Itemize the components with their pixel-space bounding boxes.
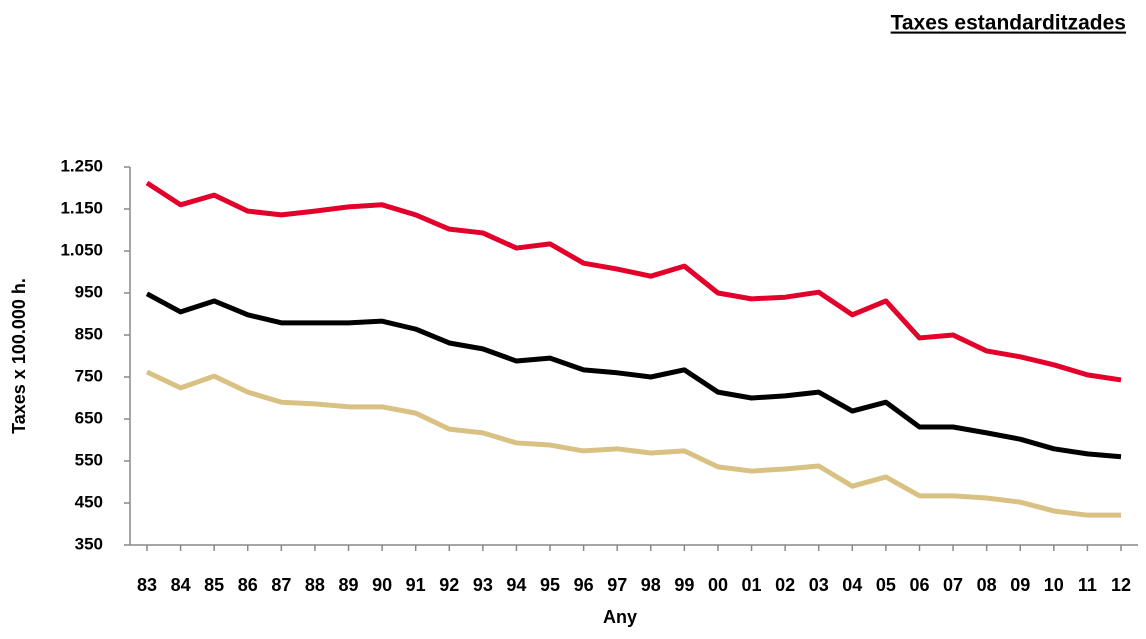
x-tick-label: 86 (238, 575, 258, 595)
y-tick-label: 350 (75, 534, 103, 553)
x-tick-label: 92 (439, 575, 459, 595)
x-tick-label: 90 (372, 575, 392, 595)
y-tick-label: 950 (75, 282, 103, 301)
x-tick-label: 83 (137, 575, 157, 595)
y-tick-label: 550 (75, 450, 103, 469)
chart-title: Taxes estandarditzades (891, 12, 1126, 35)
y-axis-label: Taxes x 100.000 h. (9, 278, 29, 434)
x-tick-label: 10 (1044, 575, 1064, 595)
x-tick-label: 08 (977, 575, 997, 595)
x-tick-label: 98 (641, 575, 661, 595)
line-series (145, 291, 1122, 460)
x-tick-label: 91 (406, 575, 426, 595)
x-tick-label: 00 (708, 575, 728, 595)
y-tick-label: 750 (75, 366, 103, 385)
x-tick-label: 12 (1111, 575, 1131, 595)
y-tick-label: 1.050 (60, 240, 103, 259)
y-tick-label: 1.250 (60, 156, 103, 175)
line-series (145, 369, 1121, 518)
x-tick-label: 87 (271, 575, 291, 595)
x-tick-label: 85 (204, 575, 224, 595)
x-tick-label: 99 (674, 575, 694, 595)
line-series (145, 180, 1122, 383)
x-tick-label: 11 (1078, 575, 1097, 595)
x-tick-label: 09 (1010, 575, 1030, 595)
y-tick-label: 650 (75, 408, 103, 427)
x-tick-label: 04 (842, 575, 862, 595)
x-tick-label: 97 (607, 575, 627, 595)
x-tick-label: 96 (574, 575, 594, 595)
x-tick-label: 06 (909, 575, 929, 595)
y-tick-label: 450 (75, 492, 103, 511)
x-tick-label: 01 (742, 575, 762, 595)
y-tick-label: 1.150 (60, 198, 103, 217)
x-tick-label: 05 (876, 575, 896, 595)
x-tick-label: 89 (339, 575, 359, 595)
x-axis-label: Any (603, 607, 637, 627)
x-tick-label: 93 (473, 575, 493, 595)
x-tick-label: 95 (540, 575, 560, 595)
x-tick-label: 02 (775, 575, 795, 595)
x-tick-label: 07 (943, 575, 963, 595)
x-tick-label: 03 (809, 575, 829, 595)
y-tick-label: 850 (75, 324, 103, 343)
x-tick-label: 88 (305, 575, 325, 595)
x-tick-label: 84 (171, 575, 191, 595)
x-tick-label: 94 (506, 575, 526, 595)
